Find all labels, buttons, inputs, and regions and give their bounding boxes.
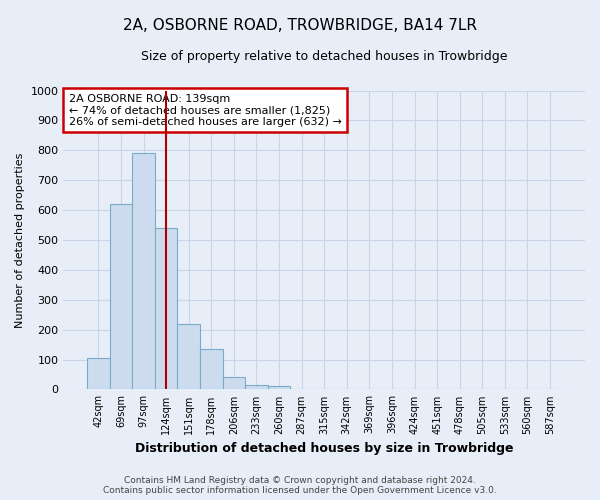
Text: 2A, OSBORNE ROAD, TROWBRIDGE, BA14 7LR: 2A, OSBORNE ROAD, TROWBRIDGE, BA14 7LR [123, 18, 477, 32]
Text: 2A OSBORNE ROAD: 139sqm
← 74% of detached houses are smaller (1,825)
26% of semi: 2A OSBORNE ROAD: 139sqm ← 74% of detache… [68, 94, 341, 126]
Bar [223, 377, 245, 390]
Bar [178, 324, 200, 390]
Bar [268, 386, 290, 390]
Title: Size of property relative to detached houses in Trowbridge: Size of property relative to detached ho… [141, 50, 508, 63]
Bar [110, 204, 132, 390]
Bar [132, 154, 155, 390]
Bar [200, 349, 223, 390]
Text: Contains HM Land Registry data © Crown copyright and database right 2024.
Contai: Contains HM Land Registry data © Crown c… [103, 476, 497, 495]
Bar [155, 228, 178, 390]
X-axis label: Distribution of detached houses by size in Trowbridge: Distribution of detached houses by size … [135, 442, 514, 455]
Y-axis label: Number of detached properties: Number of detached properties [15, 152, 25, 328]
Bar [245, 385, 268, 390]
Bar [87, 358, 110, 390]
